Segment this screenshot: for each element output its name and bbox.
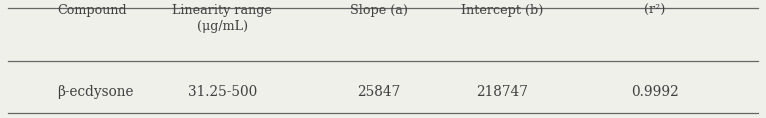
Text: β-ecdysone: β-ecdysone — [57, 85, 134, 99]
Text: Linearity range
(μg/mL): Linearity range (μg/mL) — [172, 4, 272, 33]
Text: Compound: Compound — [57, 4, 127, 17]
Text: 31.25-500: 31.25-500 — [188, 85, 257, 99]
Text: 25847: 25847 — [358, 85, 401, 99]
Text: 218747: 218747 — [476, 85, 528, 99]
Text: (r²): (r²) — [644, 4, 666, 17]
Text: Slope (a): Slope (a) — [350, 4, 408, 17]
Text: Intercept (b): Intercept (b) — [460, 4, 543, 17]
Text: 0.9992: 0.9992 — [631, 85, 679, 99]
